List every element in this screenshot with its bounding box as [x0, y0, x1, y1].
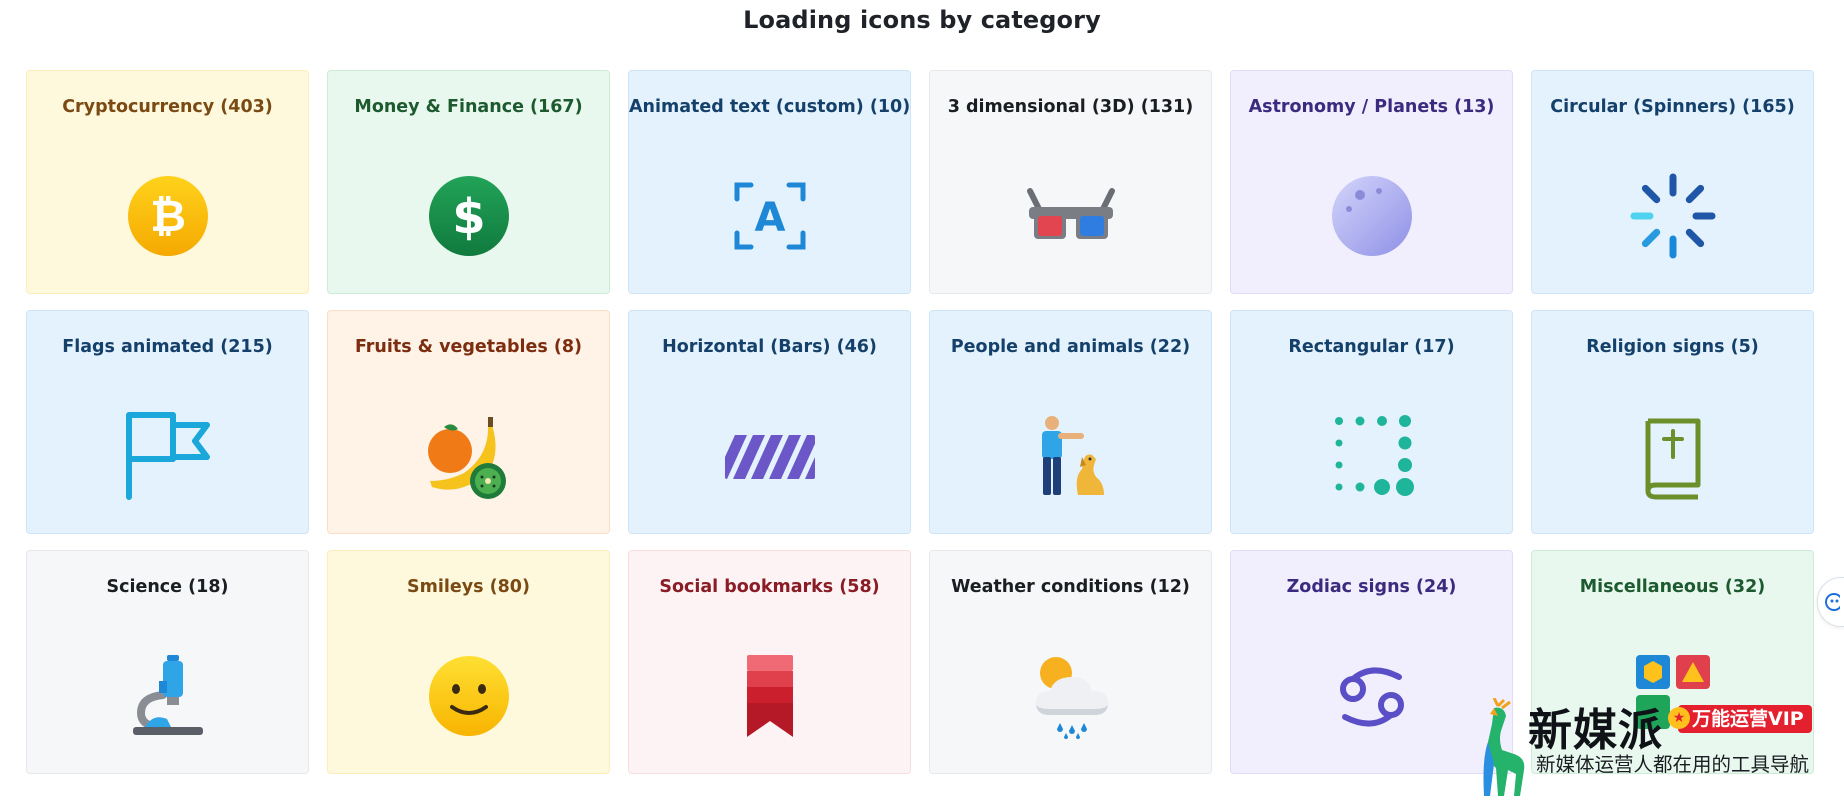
fruits-icon — [424, 411, 514, 501]
dot-square-icon — [1327, 411, 1417, 501]
svg-text:A: A — [754, 195, 785, 241]
svg-text:₿: ₿ — [150, 191, 186, 242]
category-title: Religion signs (5) — [1586, 337, 1759, 357]
category-card-circular-spinners[interactable]: Circular (Spinners) (165) — [1531, 70, 1814, 294]
category-card-horizontal-bars[interactable]: Horizontal (Bars) (46) — [628, 310, 911, 534]
chat-bot-icon — [1825, 593, 1840, 611]
category-title: Science (18) — [106, 577, 229, 597]
watermark-tagline: 新媒体运营人都在用的工具导航 — [1536, 753, 1810, 776]
microscope-icon — [123, 651, 213, 741]
bookmark-icon — [725, 651, 815, 741]
person-dog-icon — [1026, 411, 1116, 501]
category-card-smileys[interactable]: Smileys (80) — [327, 550, 610, 774]
category-card-fruits[interactable]: Fruits & vegetables (8) — [327, 310, 610, 534]
smiley-icon — [424, 651, 514, 741]
category-title: Circular (Spinners) (165) — [1550, 97, 1795, 117]
category-title: Animated text (custom) (10) — [629, 97, 911, 117]
spinner-icon — [1628, 171, 1718, 261]
deer-logo-icon — [1483, 698, 1525, 796]
category-card-flags[interactable]: Flags animated (215) — [26, 310, 309, 534]
watermark-brand-name: 新媒派 — [1528, 705, 1663, 756]
category-card-science[interactable]: Science (18) — [26, 550, 309, 774]
category-card-astronomy[interactable]: Astronomy / Planets (13) — [1230, 70, 1513, 294]
star-icon: ★ — [1668, 707, 1690, 729]
watermark-overlay: 新媒派 ★ 万能运营VIP 新媒体运营人都在用的工具导航 — [1468, 694, 1844, 806]
bible-icon — [1628, 411, 1718, 501]
flag-icon — [123, 411, 213, 501]
category-card-religion-signs[interactable]: Religion signs (5) — [1531, 310, 1814, 534]
category-grid: Cryptocurrency (403) ₿ Money & Finance (… — [26, 70, 1814, 774]
3d-glasses-icon — [1026, 171, 1116, 261]
side-toolbar-toggle[interactable] — [1817, 577, 1844, 627]
category-card-3d[interactable]: 3 dimensional (3D) (131) — [929, 70, 1212, 294]
dollar-icon: $ — [424, 171, 514, 261]
category-title: Astronomy / Planets (13) — [1248, 97, 1495, 117]
striped-bar-icon — [724, 411, 815, 501]
weather-icon — [1026, 651, 1116, 741]
category-card-animated-text[interactable]: Animated text (custom) (10) A — [628, 70, 911, 294]
category-title: Miscellaneous (32) — [1579, 577, 1766, 597]
category-card-money-finance[interactable]: Money & Finance (167) $ — [327, 70, 610, 294]
watermark-vip-badge: ★ 万能运营VIP — [1668, 705, 1812, 733]
category-title: People and animals (22) — [950, 337, 1191, 357]
watermark-vip-text: 万能运营VIP — [1692, 708, 1804, 730]
category-title: Social bookmarks (58) — [659, 577, 880, 597]
moon-icon — [1327, 171, 1417, 261]
category-card-miscellaneous[interactable]: Miscellaneous (32) — [1531, 550, 1814, 774]
svg-text:$: $ — [452, 189, 485, 245]
category-title: Horizontal (Bars) (46) — [662, 337, 877, 357]
bitcoin-icon: ₿ — [123, 171, 213, 261]
category-card-rectangular[interactable]: Rectangular (17) — [1230, 310, 1513, 534]
category-card-social-bookmarks[interactable]: Social bookmarks (58) — [628, 550, 911, 774]
text-scan-icon: A — [725, 171, 815, 261]
category-title: 3 dimensional (3D) (131) — [947, 97, 1194, 117]
shapes-icon — [1628, 651, 1718, 741]
category-card-zodiac[interactable]: Zodiac signs (24) — [1230, 550, 1513, 774]
category-title: Weather conditions (12) — [951, 577, 1190, 597]
page-title: Loading icons by category — [743, 6, 1101, 34]
category-title: Cryptocurrency (403) — [62, 97, 273, 117]
category-card-weather[interactable]: Weather conditions (12) — [929, 550, 1212, 774]
category-title: Flags animated (215) — [62, 337, 273, 357]
category-card-cryptocurrency[interactable]: Cryptocurrency (403) ₿ — [26, 70, 309, 294]
category-title: Money & Finance (167) — [354, 97, 583, 117]
category-title: Rectangular (17) — [1288, 337, 1455, 357]
cancer-zodiac-icon — [1327, 651, 1417, 741]
category-card-people-animals[interactable]: People and animals (22) — [929, 310, 1212, 534]
category-title: Fruits & vegetables (8) — [354, 337, 583, 357]
category-title: Smileys (80) — [407, 577, 530, 597]
category-title: Zodiac signs (24) — [1286, 577, 1457, 597]
